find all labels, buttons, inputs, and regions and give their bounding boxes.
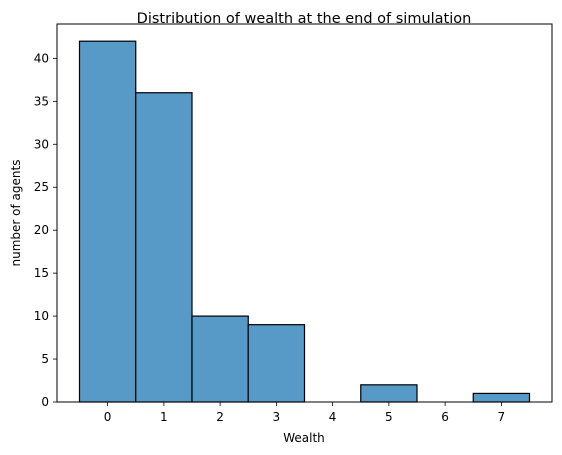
x-axis-ticks: 0 1 2 3 4 5 6 7 — [104, 402, 505, 424]
y-tick-label: 0 — [41, 395, 49, 409]
x-tick-label: 0 — [104, 410, 112, 424]
x-tick-label: 3 — [273, 410, 281, 424]
x-axis-label: Wealth — [283, 431, 325, 445]
y-tick-label: 30 — [34, 137, 49, 151]
y-tick-label: 20 — [34, 223, 49, 237]
bar-0 — [78, 40, 137, 403]
y-tick-label: 35 — [34, 94, 49, 108]
y-tick-label: 5 — [41, 352, 49, 366]
y-tick-label: 15 — [34, 266, 49, 280]
bar-2 — [191, 315, 249, 403]
bar-7 — [472, 392, 531, 403]
x-tick-label: 1 — [160, 410, 168, 424]
plot-frame — [56, 23, 553, 403]
bar-5 — [360, 384, 418, 403]
x-tick-label: 2 — [216, 410, 224, 424]
bar-1 — [135, 92, 193, 403]
y-tick-label: 40 — [34, 51, 49, 65]
x-tick-label: 4 — [329, 410, 337, 424]
x-tick-label: 7 — [498, 410, 506, 424]
y-axis-label: number of agents — [9, 160, 23, 267]
bars-group — [78, 40, 531, 403]
y-axis-ticks: 0 5 10 15 20 25 30 35 40 — [34, 51, 57, 409]
y-tick-label: 25 — [34, 180, 49, 194]
y-tick-label: 10 — [34, 309, 49, 323]
bar-3 — [247, 324, 306, 403]
x-tick-label: 5 — [385, 410, 393, 424]
x-tick-label: 6 — [441, 410, 449, 424]
chart-title: Distribution of wealth at the end of sim… — [137, 11, 472, 27]
